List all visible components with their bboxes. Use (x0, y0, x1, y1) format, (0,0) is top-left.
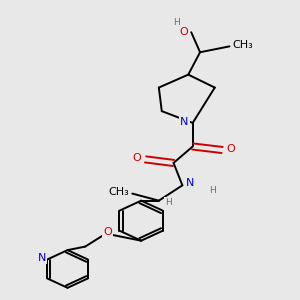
Text: O: O (179, 27, 188, 37)
Text: O: O (103, 227, 112, 237)
Text: N: N (180, 117, 189, 127)
Text: O: O (226, 144, 235, 154)
Text: H: H (165, 199, 172, 208)
Text: CH₃: CH₃ (232, 40, 253, 50)
Text: N: N (38, 254, 46, 263)
Text: H: H (209, 185, 216, 194)
Text: CH₃: CH₃ (109, 187, 129, 197)
Text: O: O (133, 153, 142, 163)
Text: H: H (173, 18, 179, 27)
Text: N: N (186, 178, 194, 188)
